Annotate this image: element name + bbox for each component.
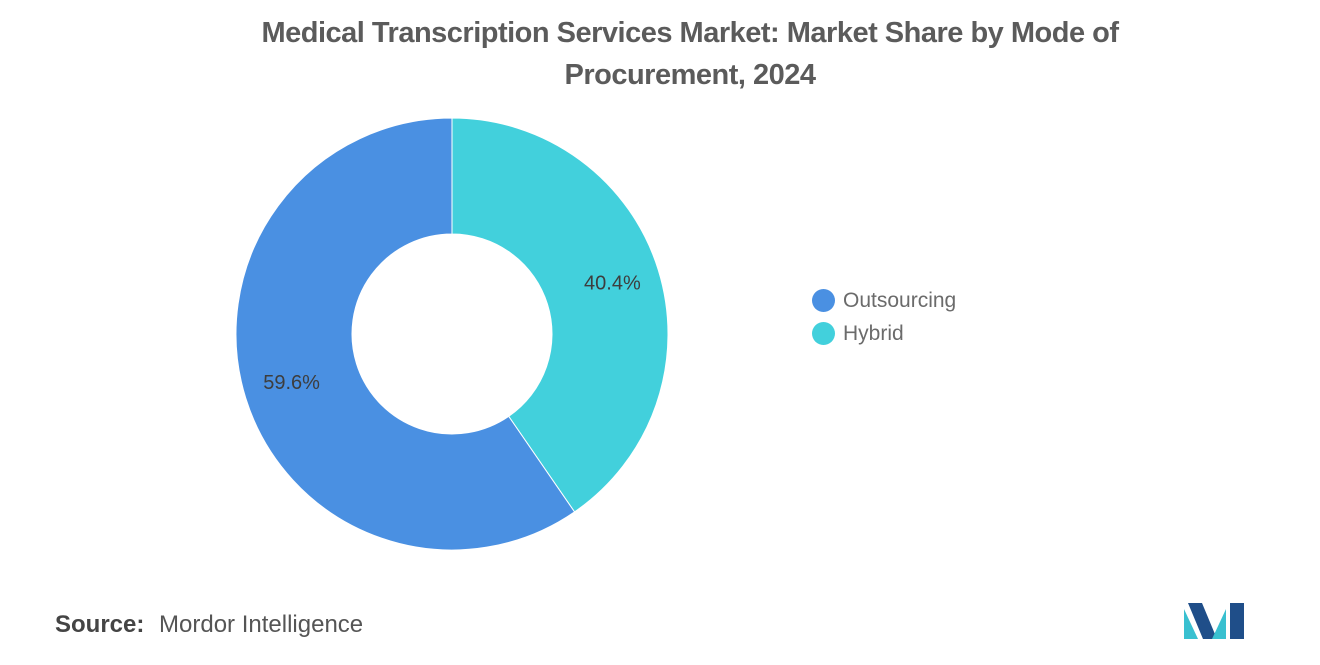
- source-label: Source:: [55, 611, 145, 638]
- donut-slices: [235, 117, 669, 551]
- slice-label-outsourcing: 59.6%: [263, 372, 320, 394]
- chart-title: Medical Transcription Services Market: M…: [261, 17, 1119, 91]
- slice-labels: 40.4% 59.6%: [263, 272, 641, 394]
- legend-swatch-outsourcing: [812, 289, 835, 312]
- legend-label-hybrid: Hybrid: [843, 321, 904, 345]
- mordor-intelligence-logo-icon: [1184, 603, 1244, 639]
- legend-item-hybrid: Hybrid: [812, 317, 956, 350]
- legend-label-outsourcing: Outsourcing: [843, 288, 957, 312]
- slice-hybrid: [451, 117, 669, 513]
- legend-item-outsourcing: Outsourcing: [812, 284, 956, 317]
- source-note: Source: Mordor Intelligence: [55, 611, 363, 639]
- slice-outsourcing: [235, 117, 576, 551]
- legend-swatch-hybrid: [812, 322, 835, 345]
- chart-legend: Outsourcing Hybrid: [812, 284, 956, 350]
- slice-label-hybrid: 40.4%: [584, 272, 641, 294]
- source-text: Mordor Intelligence: [159, 611, 364, 638]
